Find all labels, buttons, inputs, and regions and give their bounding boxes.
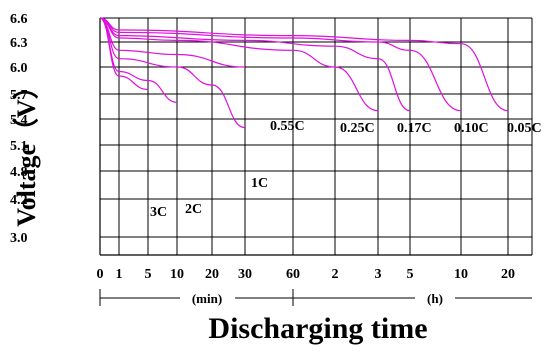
x-tick-label: 10 bbox=[454, 267, 468, 282]
series-label-0.55C: 0.55C bbox=[270, 119, 305, 134]
series-line-0.10C bbox=[99, 17, 462, 112]
unit-label-min: (min) bbox=[192, 291, 222, 306]
x-tick-label: 60 bbox=[286, 267, 300, 282]
series-label-0.05C: 0.05C bbox=[507, 121, 542, 136]
series-line-0.25C bbox=[99, 17, 379, 112]
series-curves bbox=[99, 17, 509, 129]
y-tick-label: 6.6 bbox=[10, 12, 28, 27]
x-tick-label: 10 bbox=[170, 267, 184, 282]
y-axis-label: Voltage（V） bbox=[12, 73, 41, 227]
y-tick-label: 6.3 bbox=[10, 36, 28, 51]
x-tick-label: 5 bbox=[407, 267, 414, 282]
series-labels: 3C 2C 1C 0.55C 0.25C 0.17C 0.10C 0.05C bbox=[150, 119, 542, 220]
y-tick-label: 5.7 bbox=[10, 88, 28, 103]
series-line-2C bbox=[99, 17, 178, 103]
axis-ticks: 6.6 6.3 6.0 5.7 5.4 5.1 4.8 4.2 3.0 0 1 5 10 20 30 60 2 3… bbox=[10, 12, 515, 282]
series-label-0.25C: 0.25C bbox=[340, 121, 375, 136]
y-tick-label: 3.0 bbox=[10, 231, 28, 246]
x-tick-label: 30 bbox=[238, 267, 252, 282]
series-label-0.17C: 0.17C bbox=[397, 121, 432, 136]
series-line-1C bbox=[99, 17, 246, 129]
grid bbox=[99, 17, 533, 256]
x-tick-label: 0 bbox=[97, 267, 104, 282]
series-label-2C: 2C bbox=[185, 202, 202, 217]
series-line-0.05C bbox=[99, 17, 509, 112]
y-tick-label: 6.0 bbox=[10, 61, 28, 76]
y-tick-label: 4.8 bbox=[10, 165, 28, 180]
x-tick-label: 1 bbox=[116, 267, 123, 282]
unit-label-h: (h) bbox=[427, 291, 443, 306]
series-label-1C: 1C bbox=[251, 176, 268, 191]
series-label-0.10C: 0.10C bbox=[454, 121, 489, 136]
series-line-0.55C bbox=[99, 17, 246, 68]
x-tick-label: 5 bbox=[145, 267, 152, 282]
x-tick-label: 20 bbox=[205, 267, 219, 282]
x-axis-label: Discharging time bbox=[208, 312, 427, 345]
x-tick-label: 2 bbox=[332, 267, 339, 282]
y-tick-label: 5.4 bbox=[10, 113, 28, 128]
series-label-3C: 3C bbox=[150, 205, 167, 220]
y-tick-label: 5.1 bbox=[10, 139, 28, 154]
series-line-0.17C bbox=[99, 17, 411, 112]
x-tick-label: 3 bbox=[375, 267, 382, 282]
y-tick-label: 4.2 bbox=[10, 193, 28, 208]
x-tick-label: 20 bbox=[501, 267, 515, 282]
